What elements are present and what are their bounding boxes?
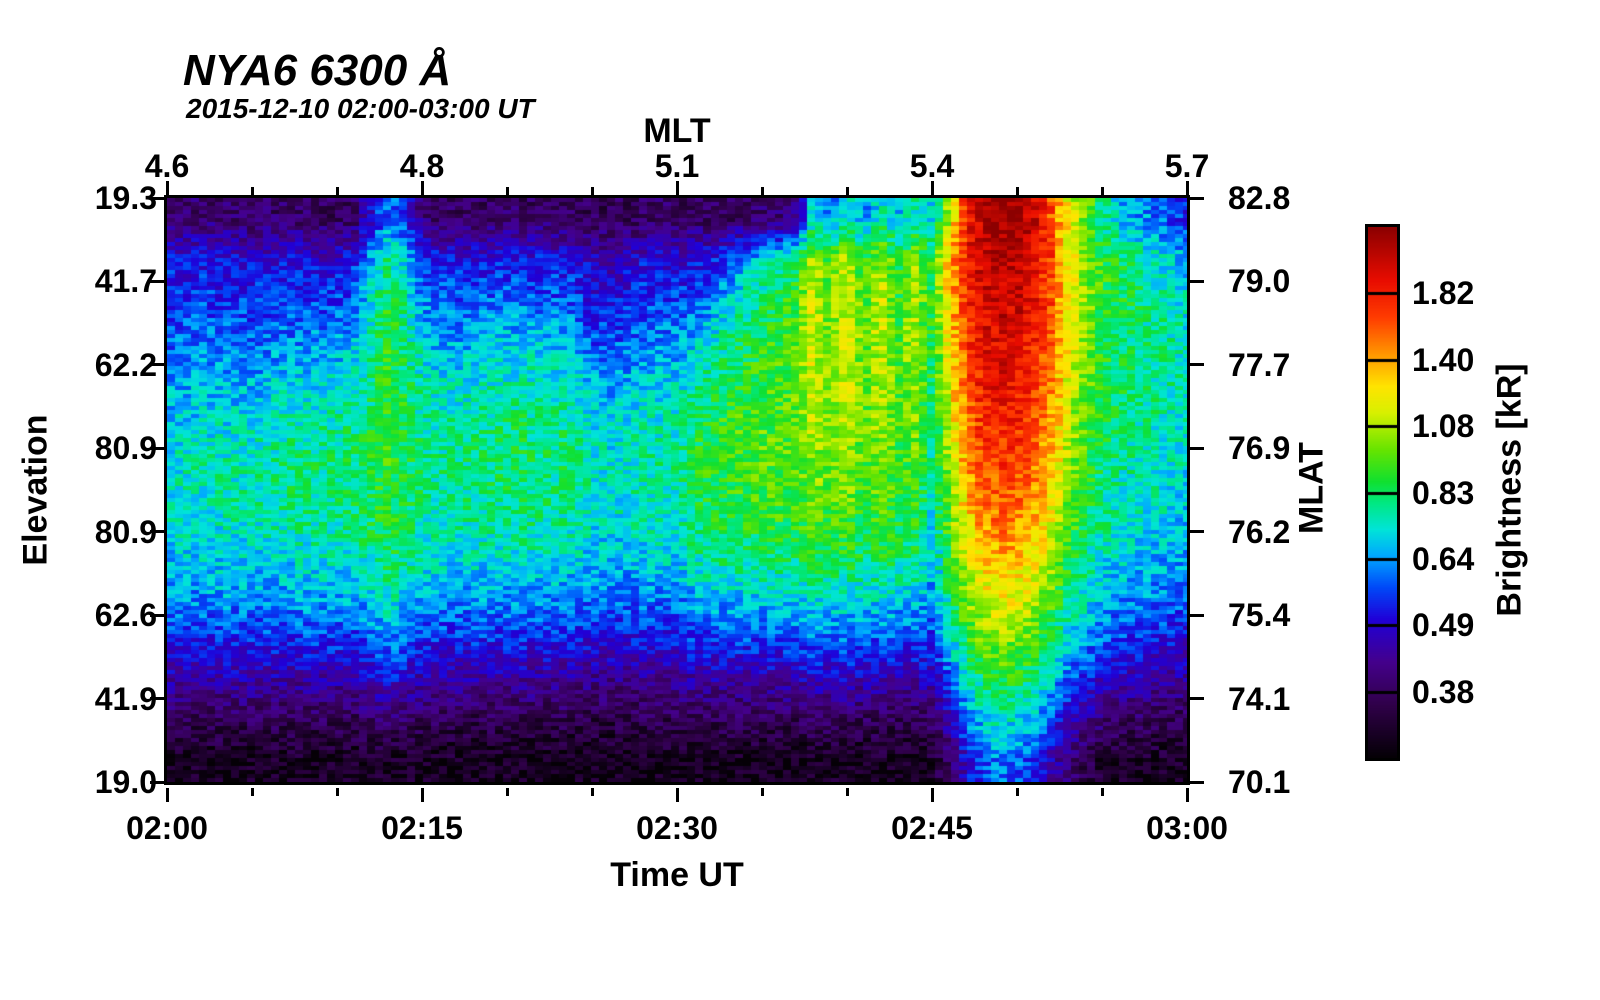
time-axis-title: Time UT [610, 856, 744, 894]
mlat-tick-label: 75.4 [1228, 597, 1291, 634]
colorbar-tick-label: 0.64 [1412, 540, 1475, 577]
mlat-tick-label: 76.9 [1228, 430, 1291, 467]
top-minor-tick [845, 187, 849, 195]
mlat-tick-label: 70.1 [1228, 764, 1291, 800]
top-minor-tick [335, 187, 339, 195]
bottom-minor-tick [505, 788, 509, 796]
plot-frame [164, 195, 1190, 785]
colorbar-tick-label: 0.49 [1412, 607, 1475, 644]
left-tick [150, 697, 164, 701]
left-tick [150, 780, 164, 784]
right-tick [1190, 613, 1204, 617]
colorbar-tick-label: 0.38 [1412, 673, 1475, 710]
keogram-heatmap [167, 198, 1187, 782]
bottom-major-tick [420, 788, 424, 802]
mlat-axis-title: MLAT [1292, 442, 1331, 534]
mlat-tick-label: 76.2 [1228, 513, 1291, 550]
elevation-tick-label: 41.7 [94, 263, 157, 300]
top-minor-tick [505, 187, 509, 195]
mlat-tick-label: 79.0 [1228, 263, 1291, 300]
colorbar-tick-label: 0.83 [1412, 474, 1475, 511]
bottom-minor-tick [1015, 788, 1019, 796]
time-tick-label: 02:00 [126, 810, 208, 846]
bottom-major-tick [165, 788, 169, 802]
colorbar-tick-label: 1.82 [1412, 275, 1475, 312]
left-tick [150, 196, 164, 200]
bottom-major-tick [930, 788, 934, 802]
elevation-axis-title: Elevation [16, 414, 55, 566]
elevation-tick-label: 80.9 [94, 513, 157, 550]
mlat-tick-label: 82.8 [1228, 180, 1291, 216]
right-tick [1190, 363, 1204, 367]
bottom-major-tick [1185, 788, 1189, 802]
right-tick [1190, 279, 1204, 283]
mlt-axis-title: MLT [643, 112, 711, 150]
bottom-minor-tick [1100, 788, 1104, 796]
colorbar-frame [1365, 224, 1400, 761]
elevation-tick-label: 19.3 [94, 180, 157, 216]
left-tick [150, 530, 164, 534]
mlt-tick-label: 5.1 [654, 148, 700, 184]
bottom-minor-tick [760, 788, 764, 796]
mlat-tick-label: 77.7 [1228, 346, 1291, 383]
bottom-minor-tick [335, 788, 339, 796]
right-tick [1190, 697, 1204, 701]
colorbar [1368, 227, 1397, 758]
top-major-tick [1185, 181, 1189, 195]
bottom-minor-tick [845, 788, 849, 796]
right-tick [1190, 780, 1204, 784]
mlt-tick-label: 5.4 [909, 148, 955, 184]
time-tick-label: 02:30 [636, 810, 718, 846]
top-major-tick [675, 181, 679, 195]
mlt-tick-label: 4.8 [399, 148, 445, 184]
left-tick [150, 446, 164, 450]
top-major-tick [420, 181, 424, 195]
top-minor-tick [760, 187, 764, 195]
right-tick [1190, 530, 1204, 534]
top-minor-tick [590, 187, 594, 195]
colorbar-title: Brightness [kR] [1490, 363, 1529, 617]
elevation-tick-label: 80.9 [94, 430, 157, 467]
top-minor-tick [250, 187, 254, 195]
elevation-tick-label: 62.2 [94, 346, 157, 383]
time-tick-label: 03:00 [1146, 810, 1228, 846]
mlat-tick-label: 74.1 [1228, 680, 1291, 717]
plot-subtitle: 2015-12-10 02:00-03:00 UT [186, 93, 535, 124]
mlt-tick-label: 4.6 [144, 148, 190, 184]
right-tick [1190, 446, 1204, 450]
left-tick [150, 613, 164, 617]
bottom-minor-tick [250, 788, 254, 796]
bottom-minor-tick [590, 788, 594, 796]
mlt-tick-label: 5.7 [1164, 148, 1210, 184]
top-major-tick [930, 181, 934, 195]
elevation-tick-label: 41.9 [94, 680, 157, 717]
colorbar-tick-label: 1.40 [1412, 341, 1475, 378]
time-tick-label: 02:45 [891, 810, 973, 846]
plot-title: NYA6 6300 Å [183, 46, 452, 95]
elevation-tick-label: 19.0 [94, 764, 157, 800]
time-tick-label: 02:15 [381, 810, 463, 846]
left-tick [150, 279, 164, 283]
top-minor-tick [1015, 187, 1019, 195]
bottom-major-tick [675, 788, 679, 802]
top-minor-tick [1100, 187, 1104, 195]
right-tick [1190, 196, 1204, 200]
elevation-tick-label: 62.6 [94, 597, 157, 634]
left-tick [150, 363, 164, 367]
top-major-tick [165, 181, 169, 195]
colorbar-tick-label: 1.08 [1412, 408, 1475, 445]
